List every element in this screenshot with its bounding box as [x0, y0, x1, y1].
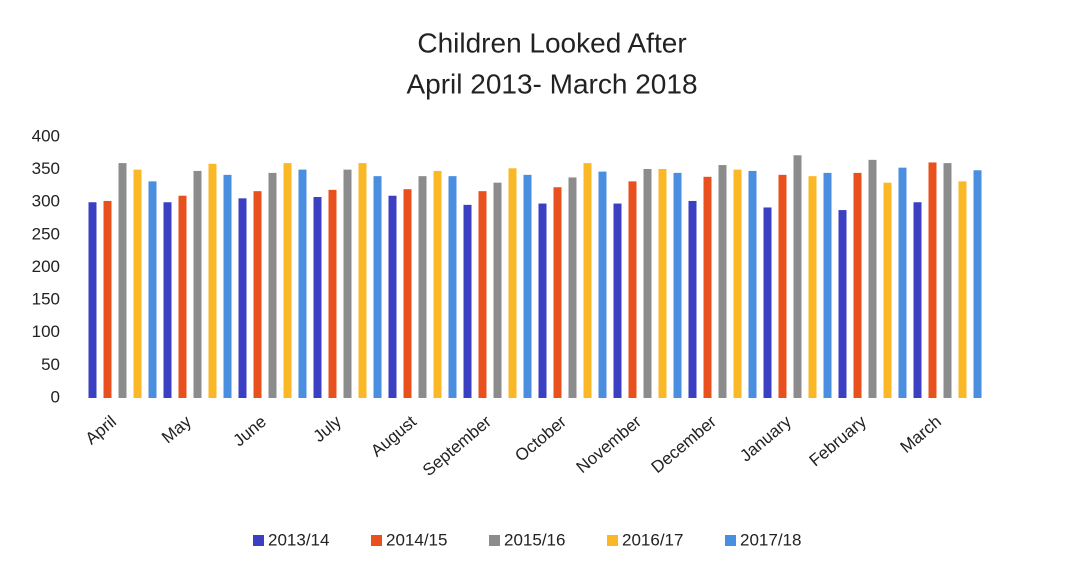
- x-tick-label: August: [367, 412, 420, 461]
- bar: [208, 163, 217, 398]
- bar: [238, 198, 247, 398]
- bar: [898, 167, 907, 398]
- legend-swatch: [725, 535, 736, 546]
- chart-subtitle: April 2013- March 2018: [406, 68, 697, 99]
- bar: [658, 168, 667, 398]
- legend-swatch: [253, 535, 264, 546]
- bar: [643, 168, 652, 398]
- bar: [418, 176, 427, 398]
- bar: [163, 202, 172, 398]
- bar: [508, 168, 517, 398]
- bar: [88, 202, 97, 398]
- bar: [328, 189, 337, 398]
- legend-label: 2014/15: [386, 530, 447, 549]
- y-tick-label: 400: [32, 126, 60, 145]
- bar: [868, 159, 877, 398]
- bar: [283, 163, 292, 398]
- legend-swatch: [489, 535, 500, 546]
- bar: [538, 203, 547, 398]
- bar: [748, 170, 757, 398]
- bar: [553, 187, 562, 398]
- legend-label: 2013/14: [268, 530, 329, 549]
- x-tick-label: November: [573, 412, 646, 477]
- bar: [268, 172, 277, 398]
- bar: [583, 163, 592, 398]
- bar: [688, 200, 697, 398]
- x-tick-label: December: [648, 412, 721, 477]
- bar: [913, 202, 922, 398]
- bar: [178, 195, 187, 398]
- bar: [973, 170, 982, 398]
- bar: [778, 174, 787, 398]
- bar: [958, 181, 967, 398]
- bar: [523, 174, 532, 398]
- y-tick-label: 200: [32, 257, 60, 276]
- x-tick-label: September: [419, 412, 495, 480]
- legend-label: 2017/18: [740, 530, 801, 549]
- bar: [568, 177, 577, 398]
- bar: [673, 172, 682, 398]
- bar: [493, 182, 502, 398]
- bar: [763, 207, 772, 398]
- bar: [793, 155, 802, 398]
- bar: [313, 197, 322, 398]
- bar: [943, 163, 952, 398]
- legend-label: 2016/17: [622, 530, 683, 549]
- legend-swatch: [607, 535, 618, 546]
- y-tick-label: 250: [32, 224, 60, 243]
- y-tick-label: 50: [41, 355, 60, 374]
- x-tick-label: May: [158, 412, 195, 448]
- bar: [838, 210, 847, 398]
- y-tick-label: 300: [32, 192, 60, 211]
- bar: [853, 172, 862, 398]
- bar: [133, 169, 142, 398]
- y-tick-label: 150: [32, 290, 60, 309]
- y-tick-label: 0: [51, 387, 60, 406]
- bar: [118, 163, 127, 398]
- x-tick-label: June: [229, 412, 269, 450]
- bar: [703, 176, 712, 398]
- bar: [823, 172, 832, 398]
- x-tick-label: April: [82, 412, 120, 448]
- bar: [298, 169, 307, 398]
- bar: [448, 176, 457, 398]
- chart-title: Children Looked After: [417, 27, 686, 58]
- x-tick-label: March: [897, 412, 945, 457]
- bar: [808, 176, 817, 398]
- x-tick-label: January: [736, 412, 795, 466]
- bar: [223, 174, 232, 398]
- x-tick-label: February: [806, 412, 871, 471]
- y-tick-label: 100: [32, 322, 60, 341]
- bar: [253, 191, 262, 398]
- x-tick-label: October: [511, 412, 570, 466]
- bar: [148, 181, 157, 398]
- bar: [358, 163, 367, 398]
- bar: [598, 171, 607, 398]
- bar: [883, 182, 892, 398]
- y-tick-label: 350: [32, 159, 60, 178]
- bar: [733, 169, 742, 398]
- bar: [193, 170, 202, 398]
- bar: [463, 204, 472, 398]
- bar: [928, 162, 937, 398]
- bar: [403, 189, 412, 398]
- bar: [373, 176, 382, 398]
- bar: [718, 165, 727, 398]
- x-tick-label: July: [310, 412, 346, 446]
- bar: [433, 170, 442, 398]
- legend-label: 2015/16: [504, 530, 565, 549]
- legend-swatch: [371, 535, 382, 546]
- bar: [628, 181, 637, 398]
- bar: [613, 203, 622, 398]
- bar: [388, 195, 397, 398]
- bar: [103, 200, 112, 398]
- bar: [478, 191, 487, 398]
- bar: [343, 169, 352, 398]
